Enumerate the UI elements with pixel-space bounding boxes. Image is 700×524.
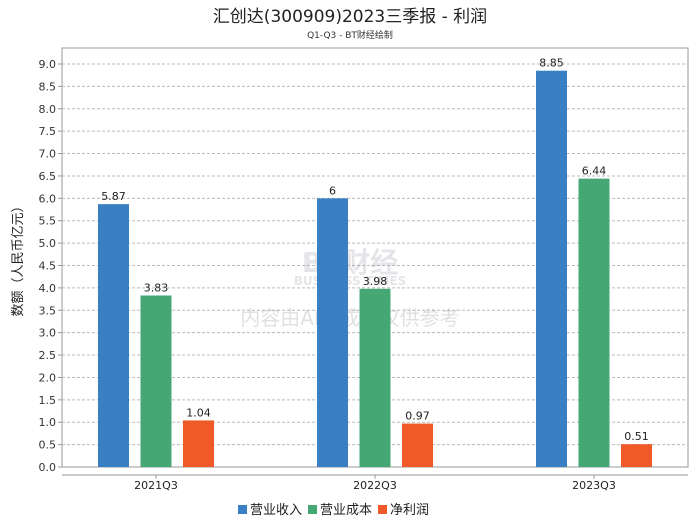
legend-swatch xyxy=(378,505,387,514)
y-tick-label: 0.0 xyxy=(39,461,57,474)
y-tick-label: 1.0 xyxy=(39,416,57,429)
x-tick-label: 2021Q3 xyxy=(134,479,178,492)
y-tick-label: 7.5 xyxy=(39,125,57,138)
data-label: 6 xyxy=(329,184,336,197)
x-tick-label: 2023Q3 xyxy=(572,479,616,492)
y-tick-label: 4.5 xyxy=(39,260,57,273)
y-tick-label: 8.5 xyxy=(39,80,57,93)
bar xyxy=(402,423,433,467)
data-label: 3.98 xyxy=(363,275,388,288)
bar xyxy=(98,204,129,467)
bar xyxy=(317,198,348,468)
data-label: 5.87 xyxy=(101,190,126,203)
legend-label: 营业成本 xyxy=(320,503,372,518)
bar xyxy=(140,295,172,467)
y-tick-label: 6.5 xyxy=(39,170,57,183)
x-tick-label: 2022Q3 xyxy=(353,479,397,492)
bar xyxy=(359,288,391,467)
bar xyxy=(183,420,214,467)
y-axis-label: 数额（人民币亿元） xyxy=(11,199,26,316)
data-label: 0.97 xyxy=(405,410,430,423)
y-tick-label: 5.5 xyxy=(39,215,57,228)
y-tick-label: 9.0 xyxy=(39,58,57,71)
chart-subtitle: Q1-Q3 - BT财经绘制 xyxy=(307,29,393,41)
data-label: 8.85 xyxy=(539,57,564,70)
legend-label: 营业收入 xyxy=(250,503,302,518)
legend-swatch xyxy=(238,505,247,514)
bar xyxy=(536,70,567,467)
y-tick-label: 1.5 xyxy=(39,394,57,407)
y-tick-label: 2.0 xyxy=(39,371,57,384)
y-tick-label: 5.0 xyxy=(39,237,57,250)
y-tick-label: 4.0 xyxy=(39,282,57,295)
y-tick-label: 0.5 xyxy=(39,439,57,452)
y-tick-label: 6.0 xyxy=(39,192,57,205)
data-label: 0.51 xyxy=(624,430,649,443)
y-tick-label: 7.0 xyxy=(39,148,57,161)
data-label: 1.04 xyxy=(186,406,211,419)
bar xyxy=(578,178,610,467)
chart-title: 汇创达(300909)2023三季报 - 利润 xyxy=(213,7,487,27)
bar xyxy=(621,444,652,467)
y-tick-label: 3.5 xyxy=(39,304,57,317)
data-label: 6.44 xyxy=(582,165,607,178)
watermark-note: 内容由AI生成，仅供参考 xyxy=(240,306,460,330)
y-tick-label: 2.5 xyxy=(39,349,57,362)
y-tick-label: 3.0 xyxy=(39,327,57,340)
legend-swatch xyxy=(308,505,317,514)
legend-label: 净利润 xyxy=(390,503,429,518)
y-tick-label: 8.0 xyxy=(39,103,57,116)
watermark-sub: BUSINESS TIMES xyxy=(294,274,407,288)
data-label: 3.83 xyxy=(144,282,169,295)
